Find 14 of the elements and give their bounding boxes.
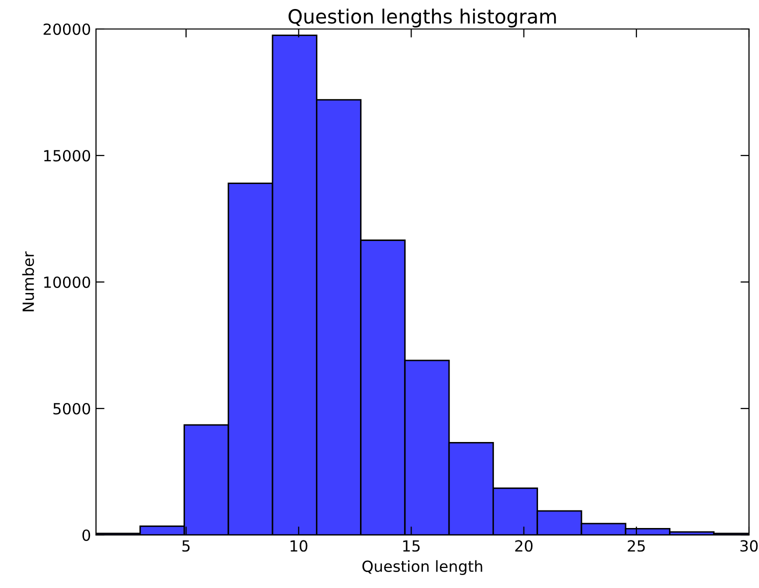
y-tick-label: 0 <box>82 529 90 542</box>
x-tick-label: 20 <box>515 540 533 552</box>
y-axis-title: Number <box>22 251 34 312</box>
x-tick-label: 15 <box>403 540 420 552</box>
x-tick-label: 30 <box>740 540 758 552</box>
y-tick-label: 15000 <box>44 150 90 162</box>
y-tick-label: 5000 <box>53 402 90 415</box>
y-tick-label: 10000 <box>44 276 90 288</box>
y-tick-label: 20000 <box>44 23 90 36</box>
x-tick-label: 5 <box>182 540 190 552</box>
chart-title: Question lengths histogram <box>288 8 556 28</box>
x-tick-label: 10 <box>290 540 308 552</box>
x-axis-title: Question length <box>362 560 482 575</box>
x-tick-label: 25 <box>628 540 645 552</box>
